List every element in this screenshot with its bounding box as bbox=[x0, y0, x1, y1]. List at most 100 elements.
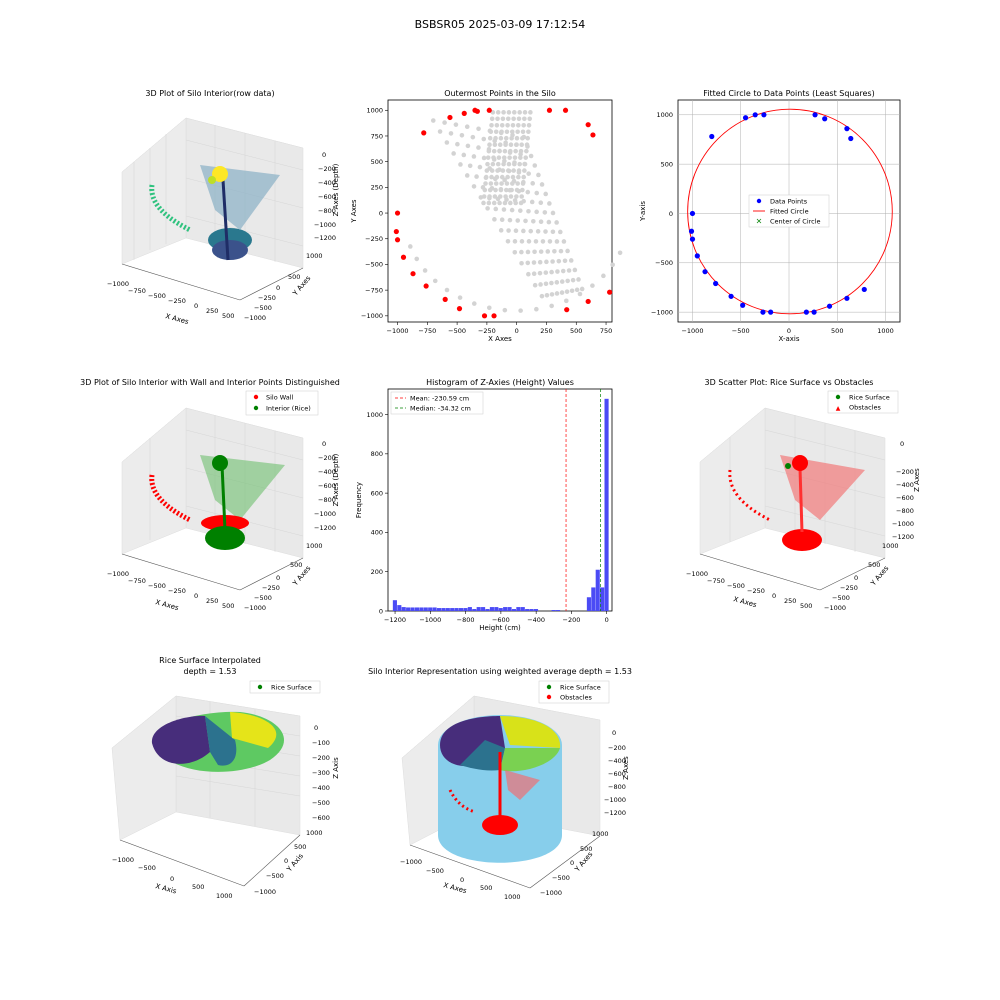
svg-text:0: 0 bbox=[854, 574, 858, 582]
data-cloud-raw bbox=[149, 165, 280, 261]
interior-point bbox=[514, 187, 520, 193]
svg-text:−400: −400 bbox=[312, 784, 330, 792]
interior-point bbox=[521, 174, 527, 180]
svg-text:500: 500 bbox=[222, 602, 234, 610]
interior-point bbox=[507, 155, 512, 160]
z-axis-label: Z Axes bbox=[913, 468, 921, 492]
interior-point bbox=[520, 181, 526, 186]
interior-point bbox=[565, 278, 570, 284]
interior-point bbox=[590, 283, 595, 288]
panel-title: Fitted Circle to Data Points (Least Squa… bbox=[703, 89, 874, 98]
figure-suptitle: BSBSR05 2025-03-09 17:12:54 bbox=[415, 18, 586, 31]
interior-point bbox=[549, 292, 555, 297]
histogram-bar bbox=[454, 608, 459, 611]
panel-3d-wall-interior: 3D Plot of Silo Interior with Wall and I… bbox=[80, 378, 340, 612]
svg-text:−500: −500 bbox=[148, 582, 166, 590]
histogram-bars bbox=[392, 398, 609, 611]
interior-point bbox=[526, 122, 532, 128]
data-point bbox=[811, 309, 817, 315]
interior-point bbox=[519, 260, 524, 266]
interior-point bbox=[432, 278, 438, 284]
z-axis-label: Z Axes (Depth) bbox=[332, 163, 340, 216]
svg-text:−200: −200 bbox=[318, 165, 336, 173]
svg-text:500: 500 bbox=[290, 561, 302, 569]
interior-point bbox=[525, 135, 531, 141]
interior-point bbox=[555, 269, 560, 274]
interior-point bbox=[559, 290, 565, 295]
interior-point bbox=[520, 135, 525, 141]
interior-point bbox=[538, 219, 544, 224]
svg-text:250: 250 bbox=[206, 307, 218, 315]
interior-point bbox=[543, 270, 549, 275]
interior-point bbox=[509, 129, 515, 135]
interior-point bbox=[497, 200, 502, 206]
interior-point bbox=[499, 217, 505, 223]
svg-text:500: 500 bbox=[222, 312, 234, 320]
legend-entry: Rice Surface bbox=[271, 684, 312, 692]
svg-text:1000: 1000 bbox=[306, 829, 323, 837]
interior-point bbox=[444, 287, 450, 293]
data-point bbox=[740, 302, 746, 308]
interior-point bbox=[519, 194, 525, 199]
interior-point bbox=[514, 194, 519, 199]
legend-entry: Rice Surface bbox=[560, 684, 601, 692]
interior-point bbox=[557, 229, 563, 235]
legend-marker-center: × bbox=[756, 217, 763, 226]
svg-text:500: 500 bbox=[868, 561, 880, 569]
histogram-bar bbox=[520, 607, 525, 611]
interior-point bbox=[504, 129, 510, 135]
interior-point bbox=[490, 161, 496, 167]
x-tick-label: −800 bbox=[457, 616, 475, 624]
y-tick-label: −500 bbox=[365, 261, 383, 269]
interior-point bbox=[489, 122, 494, 128]
interior-point bbox=[566, 268, 572, 273]
histogram-bar bbox=[467, 607, 472, 611]
interior-point bbox=[515, 129, 520, 135]
interior-point bbox=[455, 141, 460, 147]
data-point bbox=[812, 112, 818, 118]
histogram-bar bbox=[507, 607, 512, 611]
x-ticks: −1000 −500 0 500 1000 bbox=[400, 858, 521, 901]
histogram-bar bbox=[494, 607, 499, 611]
interior-point bbox=[503, 194, 508, 199]
interior-point bbox=[532, 282, 538, 288]
cube-3d bbox=[121, 407, 304, 591]
outermost-point bbox=[423, 283, 429, 289]
interior-point bbox=[518, 308, 523, 313]
y-tick-label: 1000 bbox=[656, 111, 673, 119]
y-tick-label: 0 bbox=[379, 209, 383, 217]
svg-text:−1000: −1000 bbox=[314, 221, 336, 229]
histogram-bar bbox=[445, 608, 450, 611]
interior-point bbox=[515, 181, 520, 186]
interior-point bbox=[549, 303, 554, 309]
interior-point bbox=[501, 110, 506, 115]
svg-text:−600: −600 bbox=[318, 193, 336, 201]
interior-point bbox=[408, 244, 413, 249]
svg-text:500: 500 bbox=[480, 884, 492, 892]
interior-point bbox=[526, 208, 531, 214]
interior-point bbox=[494, 174, 500, 180]
x-ticks: −1000 −500 0 500 1000 bbox=[112, 856, 233, 900]
bottom-core-points bbox=[212, 240, 248, 260]
data-point bbox=[689, 210, 696, 217]
svg-text:−300: −300 bbox=[312, 769, 330, 777]
histogram-bar bbox=[397, 605, 402, 611]
interior-point bbox=[506, 110, 512, 115]
interior-point bbox=[430, 118, 436, 123]
interior-point bbox=[504, 181, 510, 186]
outermost-point bbox=[394, 210, 401, 216]
svg-text:0: 0 bbox=[772, 592, 776, 600]
interior-point bbox=[489, 168, 495, 173]
svg-text:−1200: −1200 bbox=[604, 809, 626, 817]
interior-point bbox=[457, 295, 463, 300]
interior-point bbox=[531, 271, 537, 276]
interior-point bbox=[568, 258, 574, 263]
interior-point bbox=[565, 248, 570, 254]
interior-point bbox=[537, 270, 543, 276]
data-point bbox=[742, 115, 749, 121]
core-line bbox=[221, 179, 230, 261]
interior-point bbox=[485, 161, 490, 167]
outermost-point bbox=[400, 254, 407, 260]
interior-point bbox=[525, 189, 531, 195]
interior-point bbox=[549, 280, 554, 286]
